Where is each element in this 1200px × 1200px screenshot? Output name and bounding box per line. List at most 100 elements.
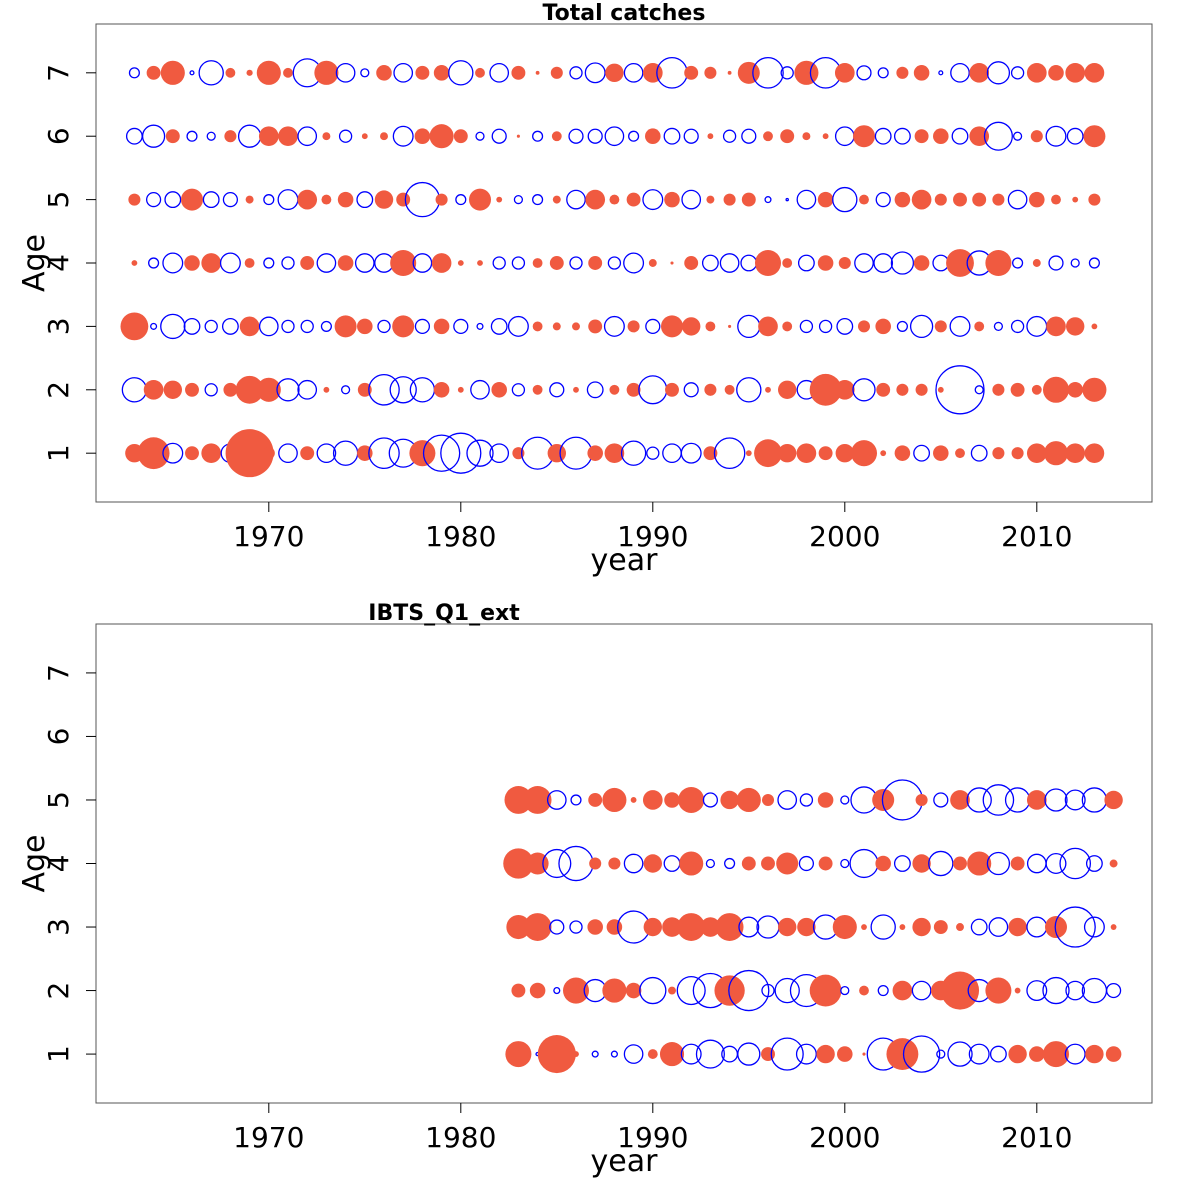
bubble [992, 383, 1005, 396]
bubble [160, 313, 186, 340]
bubble [337, 191, 354, 208]
bubble [628, 130, 640, 142]
bubble [928, 850, 954, 877]
bubble [390, 249, 417, 277]
bubble [1065, 317, 1085, 336]
bubble [453, 129, 468, 144]
bubble [989, 1045, 1007, 1063]
bubble [724, 384, 735, 395]
y-tick-label: 2 [42, 381, 75, 399]
bubble [719, 253, 740, 273]
bubble [785, 197, 789, 202]
bubble [588, 256, 603, 270]
bubble [1031, 384, 1042, 395]
bubble [225, 67, 236, 78]
bubble [368, 437, 400, 469]
bubble [131, 260, 138, 266]
bubble [321, 194, 332, 205]
bubble [909, 314, 934, 339]
bubble [368, 373, 400, 406]
bubble [332, 440, 359, 466]
bubble [695, 1039, 725, 1069]
bubble [949, 315, 971, 337]
bubble [185, 446, 199, 461]
bubble [511, 256, 526, 270]
y-axis-label: Age [17, 834, 52, 892]
bubble [670, 261, 674, 265]
x-tick-label: 1970 [233, 520, 304, 553]
bubble [1010, 382, 1025, 397]
bubble [516, 134, 520, 138]
bubble [469, 188, 491, 211]
bubble [1084, 443, 1105, 464]
bubble [1008, 917, 1027, 937]
bubble [893, 855, 911, 872]
bubble [609, 384, 620, 395]
bubble [817, 191, 834, 208]
bubble [547, 443, 567, 463]
y-tick-label: 5 [42, 191, 75, 209]
bubble [586, 381, 604, 399]
bubble [933, 792, 949, 808]
bubble [466, 439, 494, 467]
bubble [316, 443, 337, 464]
bubble [797, 917, 816, 937]
bubble [874, 127, 892, 145]
y-tick-label: 7 [42, 64, 75, 82]
bubble [568, 128, 584, 144]
bubble [736, 787, 761, 813]
bubble [1029, 1046, 1045, 1062]
bubble [337, 255, 354, 271]
bubble [235, 375, 264, 404]
bubble [745, 450, 752, 457]
panel: Total catches 1970 1980 1990 2000 2010 1 2 3 4 5 6 7… [17, 1, 1153, 578]
bubble [537, 1035, 576, 1074]
bubble [392, 125, 414, 147]
bubble [714, 975, 745, 1006]
bubble [490, 317, 508, 335]
bubble [162, 252, 184, 274]
bubble [859, 194, 869, 205]
bubble [913, 444, 931, 462]
bubble [409, 440, 436, 467]
bubble [970, 444, 988, 462]
bubble [993, 321, 1004, 332]
bubble [606, 919, 623, 935]
bubble [972, 192, 987, 207]
x-tick-label: 1970 [233, 1121, 304, 1154]
bubble [643, 917, 663, 937]
bubble [852, 378, 876, 402]
bubble [396, 192, 411, 207]
bubble [121, 377, 148, 403]
bubble [128, 193, 141, 206]
bubble [1032, 259, 1041, 267]
bubble [393, 62, 414, 83]
bubble [492, 256, 506, 270]
x-tick-label: 2000 [809, 1121, 880, 1154]
bubble [278, 443, 298, 464]
bubble [856, 65, 872, 81]
bubble [165, 129, 180, 144]
bubble [912, 917, 931, 937]
bubble [1048, 65, 1064, 81]
bubble [780, 66, 794, 80]
bubble [414, 318, 431, 335]
bubble [797, 254, 815, 272]
bubble [1008, 1044, 1027, 1064]
bubble [1026, 315, 1048, 337]
bubble [244, 258, 255, 268]
bubble [584, 62, 606, 84]
bubble [623, 1044, 644, 1064]
bubble [822, 133, 829, 140]
bubble [1084, 62, 1105, 83]
bubble [440, 432, 482, 474]
bubble [181, 188, 203, 211]
bubble [589, 857, 602, 870]
bubble [724, 857, 736, 870]
bubble [389, 376, 417, 404]
bubble [645, 128, 661, 144]
bubble [201, 253, 222, 273]
bubble [470, 379, 490, 400]
bubble [573, 1051, 579, 1057]
bubble [892, 980, 913, 1001]
